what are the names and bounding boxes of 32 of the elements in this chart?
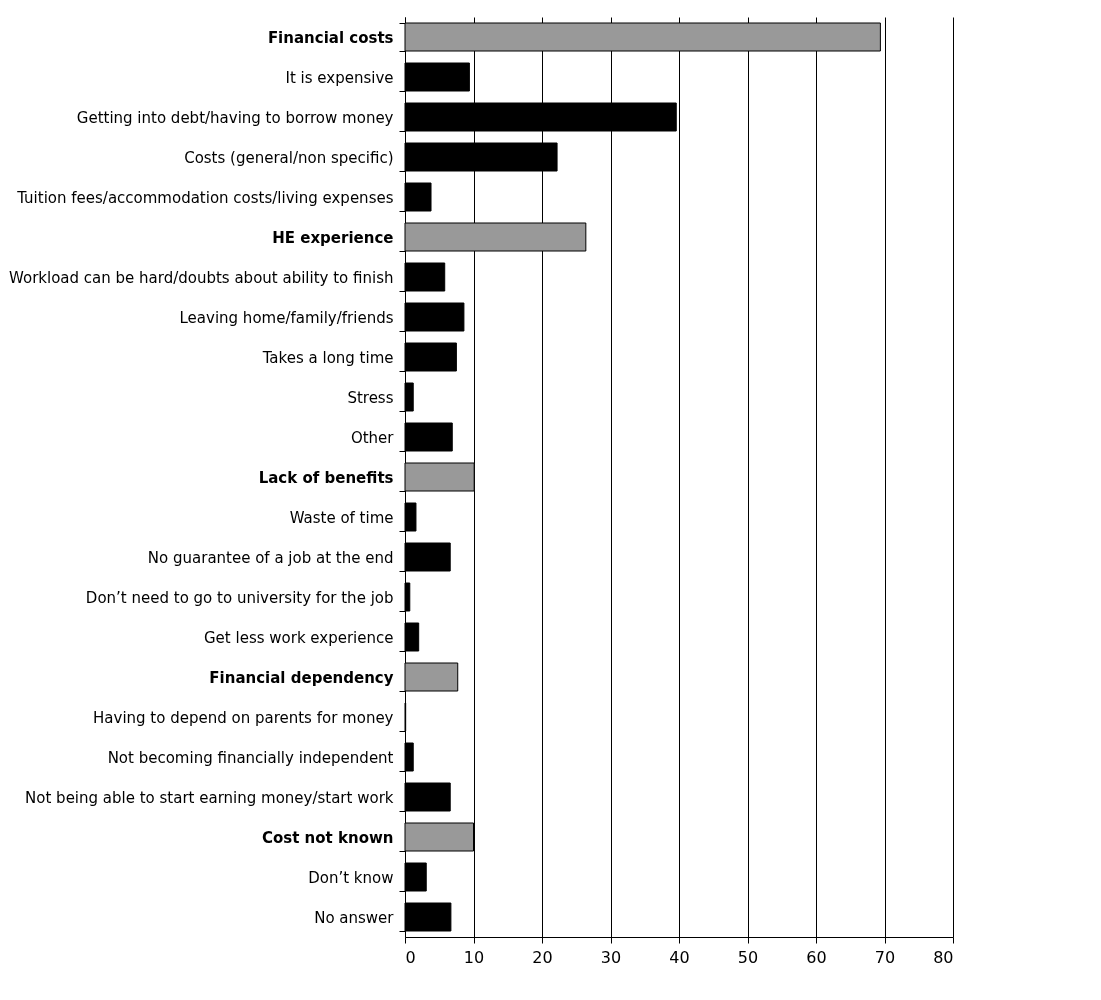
x-tick-label: 30 — [600, 947, 622, 967]
y-tick-label: HE experience — [272, 228, 394, 247]
y-tick-label: Cost not known — [261, 828, 394, 847]
x-tick-label: 0 — [405, 947, 416, 967]
y-tick-label: Lack of benefits — [258, 468, 394, 487]
y-tick-label: Tuition fees/accommodation costs/living expenses — [16, 188, 394, 207]
x-tick-label: 60 — [806, 947, 827, 967]
x-tick-label: 20 — [532, 947, 553, 967]
y-tick-label: Not being able to start earning money/start work — [25, 788, 394, 807]
y-tick-label: Other — [350, 428, 395, 447]
x-tick-label: 80 — [933, 947, 954, 967]
y-tick-label: Not becoming financially independent — [107, 748, 394, 767]
y-tick-label: Get less work experience — [204, 628, 394, 647]
x-tick-label: 50 — [737, 947, 759, 967]
y-tick-label: No guarantee of a job at the end — [147, 548, 394, 567]
y-tick-label: Waste of time — [289, 508, 394, 527]
y-tick-label: Getting into debt/having to borrow money — [76, 108, 394, 127]
y-tick-label: No answer — [314, 908, 395, 927]
x-tick-label: 70 — [874, 947, 896, 967]
y-tick-label: It is expensive — [285, 68, 394, 87]
x-tick-label: 40 — [669, 947, 690, 967]
y-tick-label: Costs (general/non specific) — [184, 148, 394, 167]
y-tick-label: Stress — [347, 388, 394, 407]
y-tick-label: Financial costs — [267, 28, 394, 47]
y-tick-label: Don’t need to go to university for the job — [85, 588, 394, 607]
y-tick-label: Leaving home/family/friends — [179, 308, 394, 327]
y-tick-label: Takes a long time — [261, 348, 394, 367]
y-tick-label: Don’t know — [308, 868, 394, 887]
x-tick-label: 10 — [463, 947, 485, 967]
y-tick-label: Workload can be hard/doubts about ability to finish — [9, 268, 394, 287]
y-tick-label: Having to depend on parents for money — [93, 708, 394, 727]
y-tick-label: Financial dependency — [209, 668, 394, 687]
